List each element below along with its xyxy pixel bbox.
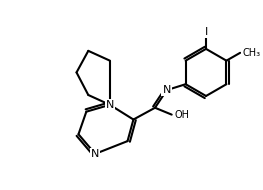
Text: N: N [163,85,171,95]
Text: I: I [204,27,208,37]
Text: N: N [106,100,114,110]
Text: OH: OH [175,110,190,120]
Text: CH₃: CH₃ [242,48,260,58]
Text: N: N [91,149,99,159]
